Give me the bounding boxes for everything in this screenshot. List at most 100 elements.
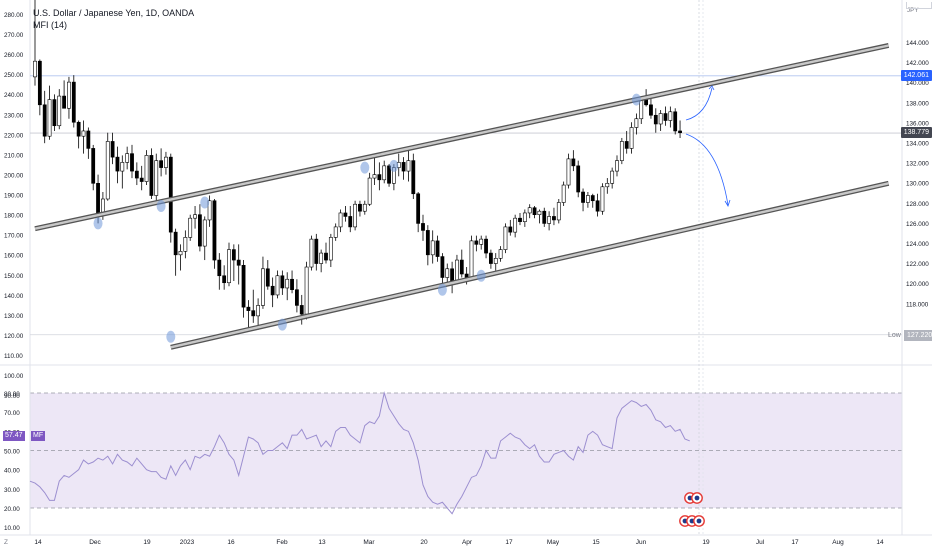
candle-body: [96, 183, 100, 214]
candle-body: [416, 193, 421, 224]
left-axis-label: 250.00: [4, 72, 24, 79]
candle: [367, 172, 372, 206]
candle-body: [33, 60, 37, 78]
candle-body: [149, 155, 154, 196]
candle: [556, 199, 561, 224]
right-axis-label: 118.000: [906, 301, 929, 308]
candle-body: [493, 258, 498, 264]
trend-channel[interactable]: [34, 43, 890, 350]
candle: [600, 183, 605, 215]
candle: [76, 120, 81, 149]
down-arrowhead: [724, 199, 731, 207]
candle-body: [619, 141, 624, 161]
candle: [576, 160, 581, 198]
candle-body: [198, 214, 202, 247]
candle: [513, 214, 518, 238]
time-axis-label: Mar: [363, 539, 375, 546]
candle: [459, 249, 464, 278]
candle-body: [387, 165, 391, 184]
candle-body: [42, 104, 47, 137]
candle-body: [299, 305, 304, 315]
currency-label: JPY: [907, 7, 919, 14]
left-price-axis[interactable]: 280.00 270.00 260.00 250.00 240.00 230.00 220.…: [4, 12, 24, 532]
right-axis-label: 130.000: [906, 181, 929, 188]
candle: [605, 178, 610, 194]
candle-body: [488, 252, 493, 264]
candle: [42, 90, 47, 144]
candle-body: [484, 238, 488, 254]
candle-body: [576, 165, 581, 193]
time-axis[interactable]: 14 Dec 19 2023 16 Feb 13 Mar 20 Apr 17 May 15 Jun 19 Ju…: [4, 539, 884, 546]
projection-arrows[interactable]: [685, 85, 731, 207]
touch-point-ellipse: [277, 318, 287, 331]
candle: [668, 106, 673, 128]
touch-point-ellipse: [476, 269, 486, 282]
event-flags[interactable]: [679, 492, 705, 527]
candle: [421, 214, 425, 241]
candle: [585, 192, 590, 208]
touch-point-ellipse: [200, 196, 210, 209]
candle: [624, 130, 629, 154]
left-axis-label: 270.00: [4, 32, 24, 39]
candle: [251, 289, 256, 323]
left-axis-label: 260.00: [4, 52, 24, 59]
left-axis-label: 120.00: [4, 333, 24, 340]
candle-body: [241, 264, 246, 308]
candle: [309, 235, 314, 271]
candle: [358, 200, 362, 217]
candle-body: [251, 310, 256, 317]
candle: [338, 209, 343, 233]
candle-body: [358, 203, 362, 212]
candle: [406, 148, 411, 182]
candle: [343, 205, 348, 222]
candle-body: [518, 217, 522, 222]
time-axis-label: 14: [34, 539, 42, 546]
candle: [552, 207, 556, 226]
candle: [484, 235, 488, 259]
candle-body: [290, 278, 294, 291]
candle-body: [37, 60, 42, 106]
candle-body: [440, 256, 445, 278]
low-price-badge: 127.220: [904, 330, 932, 341]
candle-body: [202, 219, 207, 247]
candle-body: [649, 104, 653, 116]
candle: [231, 244, 236, 281]
touch-point-markers[interactable]: [93, 93, 641, 343]
left-axis-label: 10.00: [4, 525, 20, 532]
candle-body: [450, 268, 455, 282]
candle-body: [261, 268, 265, 306]
candle-body: [425, 230, 430, 256]
candle: [304, 261, 309, 320]
candle-body: [615, 160, 619, 172]
right-axis-label: 138.000: [906, 100, 929, 107]
candle-body: [304, 266, 309, 315]
candle-body: [372, 174, 377, 179]
candle-body: [367, 177, 372, 205]
candle-body: [178, 251, 183, 256]
candle-body: [91, 148, 96, 184]
corner-settings-icon[interactable]: [906, 2, 932, 9]
left-axis-label: 80.00: [4, 391, 20, 398]
candle: [256, 298, 261, 330]
left-axis-label: 230.00: [4, 112, 24, 119]
candle-body: [469, 240, 474, 278]
time-axis-label: 19: [143, 539, 151, 546]
right-axis-label: 132.000: [906, 161, 929, 168]
event-flag-icon: [691, 492, 703, 504]
grid-lines: [0, 0, 932, 536]
touch-point-ellipse: [389, 159, 399, 172]
touch-point-ellipse: [93, 217, 103, 230]
candle-body: [67, 81, 71, 109]
time-axis-label: 15: [592, 539, 600, 546]
indicator-name: MFI (14): [33, 20, 68, 30]
candle-body: [600, 186, 605, 212]
candle: [382, 160, 387, 184]
candlesticks[interactable]: [33, 0, 682, 332]
candle: [275, 270, 280, 299]
right-price-axis[interactable]: 144.000 142.000 140.000 138.000 136.000 134.0…: [906, 7, 929, 308]
time-axis-label: 17: [791, 539, 799, 546]
candle-body: [236, 259, 241, 266]
candle-body: [188, 217, 193, 238]
right-axis-label: 140.000: [906, 80, 929, 87]
